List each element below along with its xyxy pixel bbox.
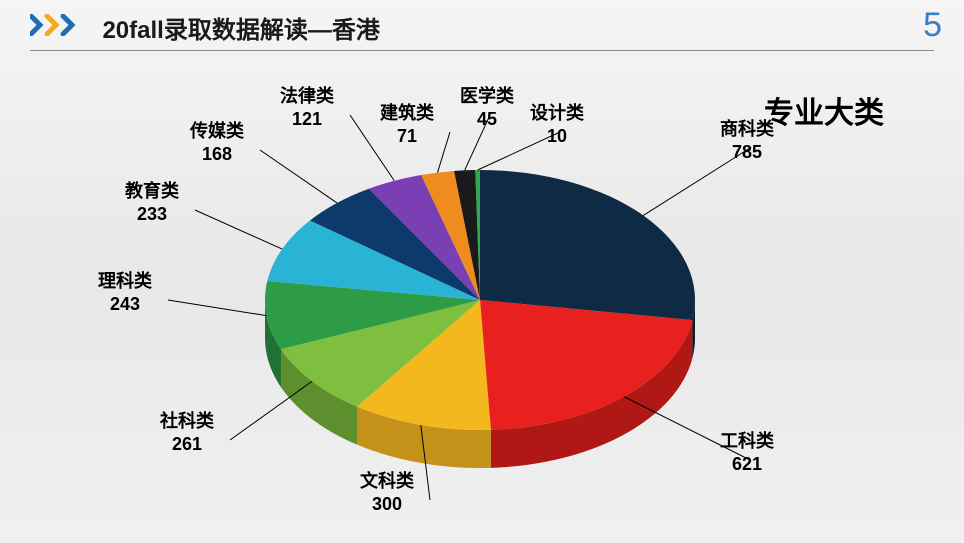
slice-label: 建筑类71 <box>380 102 434 149</box>
pie-slice <box>480 300 692 430</box>
pie-slice <box>480 170 695 320</box>
slice-label: 医学类45 <box>460 85 514 132</box>
slice-label: 社科类261 <box>160 410 214 457</box>
slice-label: 商科类785 <box>720 118 774 165</box>
slice-label: 法律类121 <box>280 85 334 132</box>
slice-label: 理科类243 <box>98 270 152 317</box>
slice-label: 教育类233 <box>125 180 179 227</box>
slice-label: 传媒类168 <box>190 120 244 167</box>
slice-label: 工科类621 <box>720 430 774 477</box>
slice-label: 文科类300 <box>360 470 414 517</box>
slice-label: 设计类10 <box>530 102 584 149</box>
